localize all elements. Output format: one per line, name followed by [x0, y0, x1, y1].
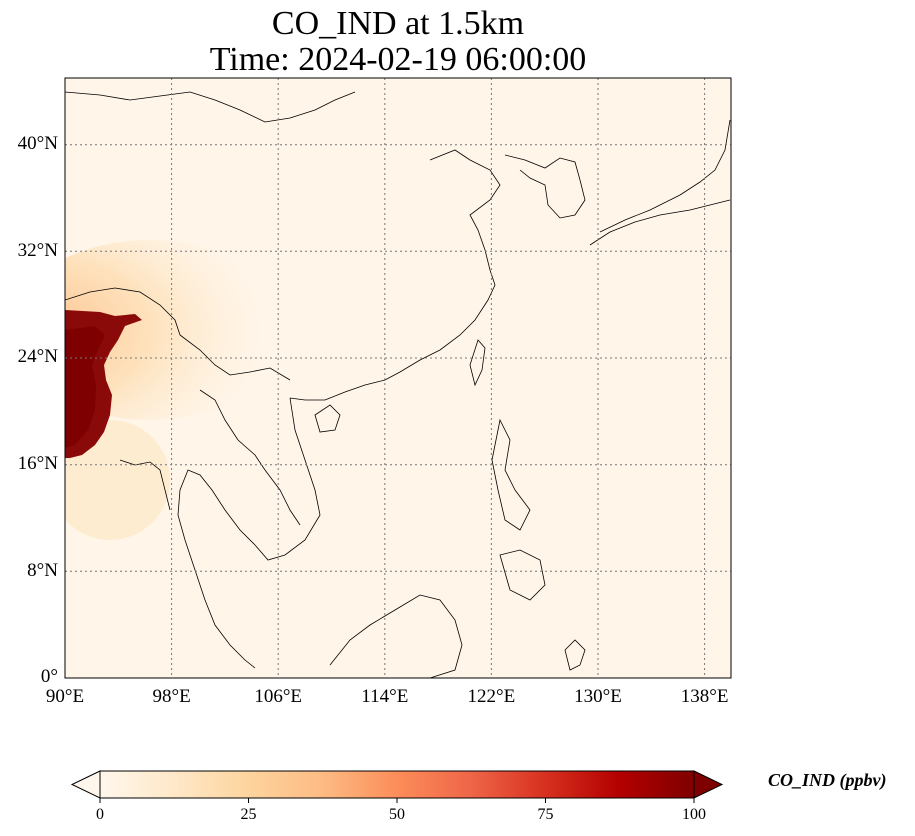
xtick-label: 98°E	[152, 686, 191, 707]
map-border	[64, 77, 732, 679]
colorbar-extend-high	[693, 770, 724, 799]
map-title-line1: CO_IND at 1.5km	[271, 5, 525, 42]
colorbar-tick-label: 100	[682, 806, 706, 823]
xtick-label: 90°E	[45, 686, 85, 707]
ytick-label: 0°	[40, 666, 58, 687]
co-hotspot-core	[65, 326, 105, 448]
colorbar-tick-label: 0	[96, 806, 104, 823]
co-plume-south	[65, 420, 170, 540]
ytick-label: 8°N	[27, 560, 58, 581]
colorbar-label: CO_IND (ppbv)	[768, 770, 887, 790]
colorbar-extend-low	[70, 770, 101, 799]
colorbar-tick-label: 25	[240, 806, 257, 823]
ytick-label: 32°N	[17, 240, 58, 261]
coastlines	[65, 91, 731, 678]
co-plume	[65, 240, 290, 420]
xtick-label: 122°E	[467, 686, 516, 707]
ytick-label: 40°N	[17, 133, 58, 154]
ytick-label: 24°N	[17, 346, 58, 367]
map-title-line2: Time: 2024-02-19 06:00:00	[209, 41, 587, 78]
xtick-label: 130°E	[574, 686, 622, 707]
colorbar-gradient	[100, 771, 694, 798]
gridlines	[65, 78, 731, 678]
xtick-label: 138°E	[680, 686, 729, 707]
colorbar-tick-label: 50	[389, 806, 405, 823]
xtick-label: 114°E	[361, 686, 409, 707]
colorbar-tick-label: 75	[537, 806, 554, 823]
colorbar	[70, 770, 724, 803]
xtick-label: 106°E	[254, 686, 303, 707]
ytick-label: 16°N	[17, 453, 58, 474]
